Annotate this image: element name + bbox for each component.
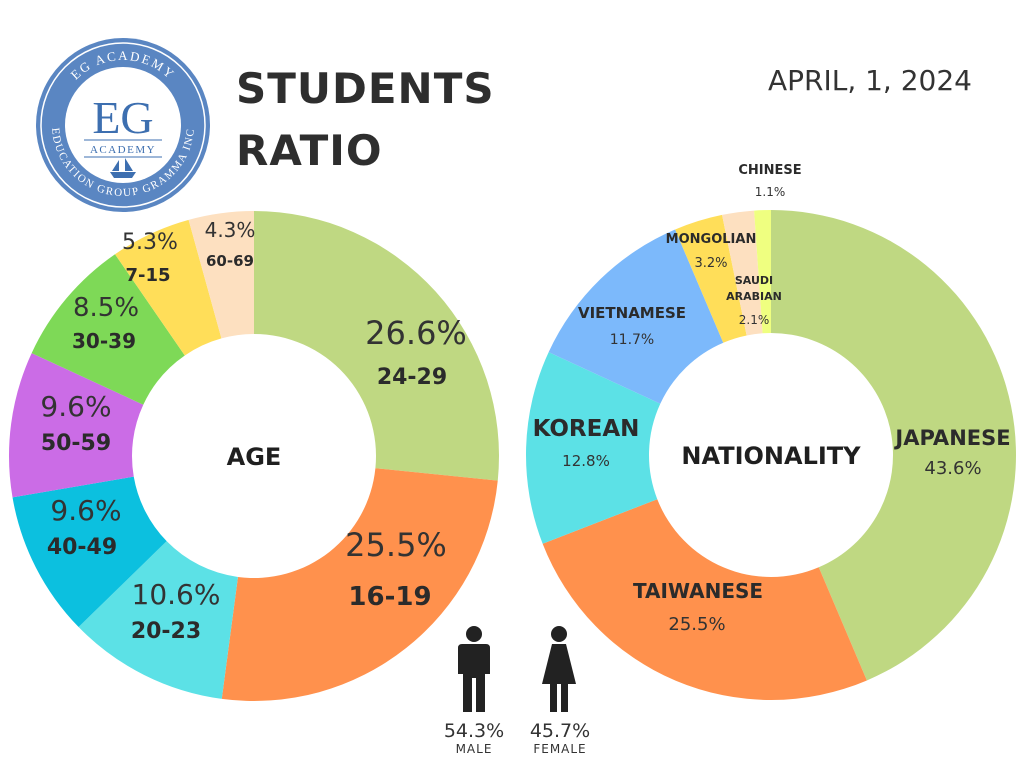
slice-label-30-39: 30-39: [72, 329, 136, 353]
male-percent: 54.3%: [443, 720, 505, 742]
slice-percent-saudi-arabian: 2.1%: [739, 313, 770, 327]
slice-percent-60-69: 4.3%: [205, 218, 256, 242]
female-label: FEMALE: [533, 742, 587, 756]
slice-label-taiwanese: TAIWANESE: [633, 579, 763, 603]
slice-percent-vietnamese: 11.7%: [610, 332, 654, 348]
slice-label-60-69: 60-69: [206, 252, 254, 270]
slice-label-7-15: 7-15: [125, 265, 170, 286]
title-line-2: RATIO: [236, 126, 383, 175]
age-center-title: AGE: [227, 443, 282, 471]
slice-percent-30-39: 8.5%: [73, 293, 139, 323]
eg-academy-logo: EG ACADEMY EDUCATION GROUP GRAMMA INC EG…: [36, 38, 210, 212]
nationality-donut-chart: 43.6% JAPANESE 25.5% TAIWANESE 12.8% KOREAN 11…: [526, 163, 1016, 701]
slice-20-23: [78, 541, 238, 699]
slice-label-16-19: 16-19: [348, 582, 431, 612]
slice-percent-mongolian: 3.2%: [694, 256, 727, 271]
slice-taiwanese: [542, 499, 867, 701]
slice-percent-50-59: 9.6%: [40, 390, 111, 423]
slice-label-mongolian: MONGOLIAN: [666, 232, 757, 247]
male-label: MALE: [455, 742, 493, 756]
slice-vietnamese: [548, 229, 724, 404]
page-title: STUDENTS RATIO: [236, 58, 495, 182]
ship-icon: [110, 158, 136, 178]
slice-label-japanese: JAPANESE: [893, 426, 1010, 450]
slice-saudi-arabian: [722, 210, 763, 336]
slice-label-chinese: CHINESE: [738, 163, 801, 178]
slice-label-vietnamese: VIETNAMESE: [578, 304, 686, 322]
female-icon: [542, 626, 576, 712]
slice-korean: [526, 352, 661, 544]
slice-percent-40-49: 9.6%: [50, 494, 121, 527]
slice-percent-taiwanese: 25.5%: [668, 614, 725, 635]
female-percent: 45.7%: [529, 720, 591, 742]
slice-24-29: [254, 211, 500, 481]
slice-percent-20-23: 10.6%: [132, 578, 221, 611]
slice-50-59: [9, 353, 144, 498]
male-icon: [458, 626, 490, 712]
slice-16-19: [221, 468, 498, 701]
logo-inner-text: ACADEMY: [90, 144, 156, 156]
slice-label-40-49: 40-49: [47, 535, 117, 560]
female-stat: 45.7% FEMALE: [520, 720, 600, 756]
slice-label-24-29: 24-29: [377, 365, 447, 390]
logo-monogram: EG: [92, 92, 153, 143]
slice-percent-24-29: 26.6%: [365, 314, 467, 352]
male-stat: 54.3% MALE: [434, 720, 514, 756]
nationality-center-title: NATIONALITY: [681, 442, 861, 470]
slice-mongolian: [675, 214, 747, 343]
slice-chinese: [754, 210, 771, 334]
slice-label-20-23: 20-23: [131, 619, 201, 644]
slice-percent-korean: 12.8%: [562, 452, 610, 470]
slice-percent-7-15: 5.3%: [122, 230, 178, 255]
slice-japanese: [771, 210, 1016, 681]
report-date: APRIL, 1, 2024: [767, 64, 972, 97]
slice-percent-japanese: 43.6%: [924, 458, 981, 479]
slice-label-50-59: 50-59: [41, 431, 111, 456]
slice-40-49: [12, 476, 167, 628]
title-line-1: STUDENTS: [236, 64, 495, 113]
slice-7-15: [115, 219, 222, 356]
slice-percent-16-19: 25.5%: [345, 526, 447, 564]
slice-60-69: [188, 211, 254, 339]
age-donut-chart: 26.6% 24-29 25.5% 16-19 10.6% 20-23 9.6% 40-49 9…: [9, 211, 500, 701]
slice-label-saudi-arabian: SAUDI ARABIAN: [726, 274, 782, 303]
slice-30-39: [31, 254, 185, 405]
slice-label-korean: KOREAN: [533, 416, 640, 442]
slice-percent-chinese: 1.1%: [755, 185, 786, 199]
